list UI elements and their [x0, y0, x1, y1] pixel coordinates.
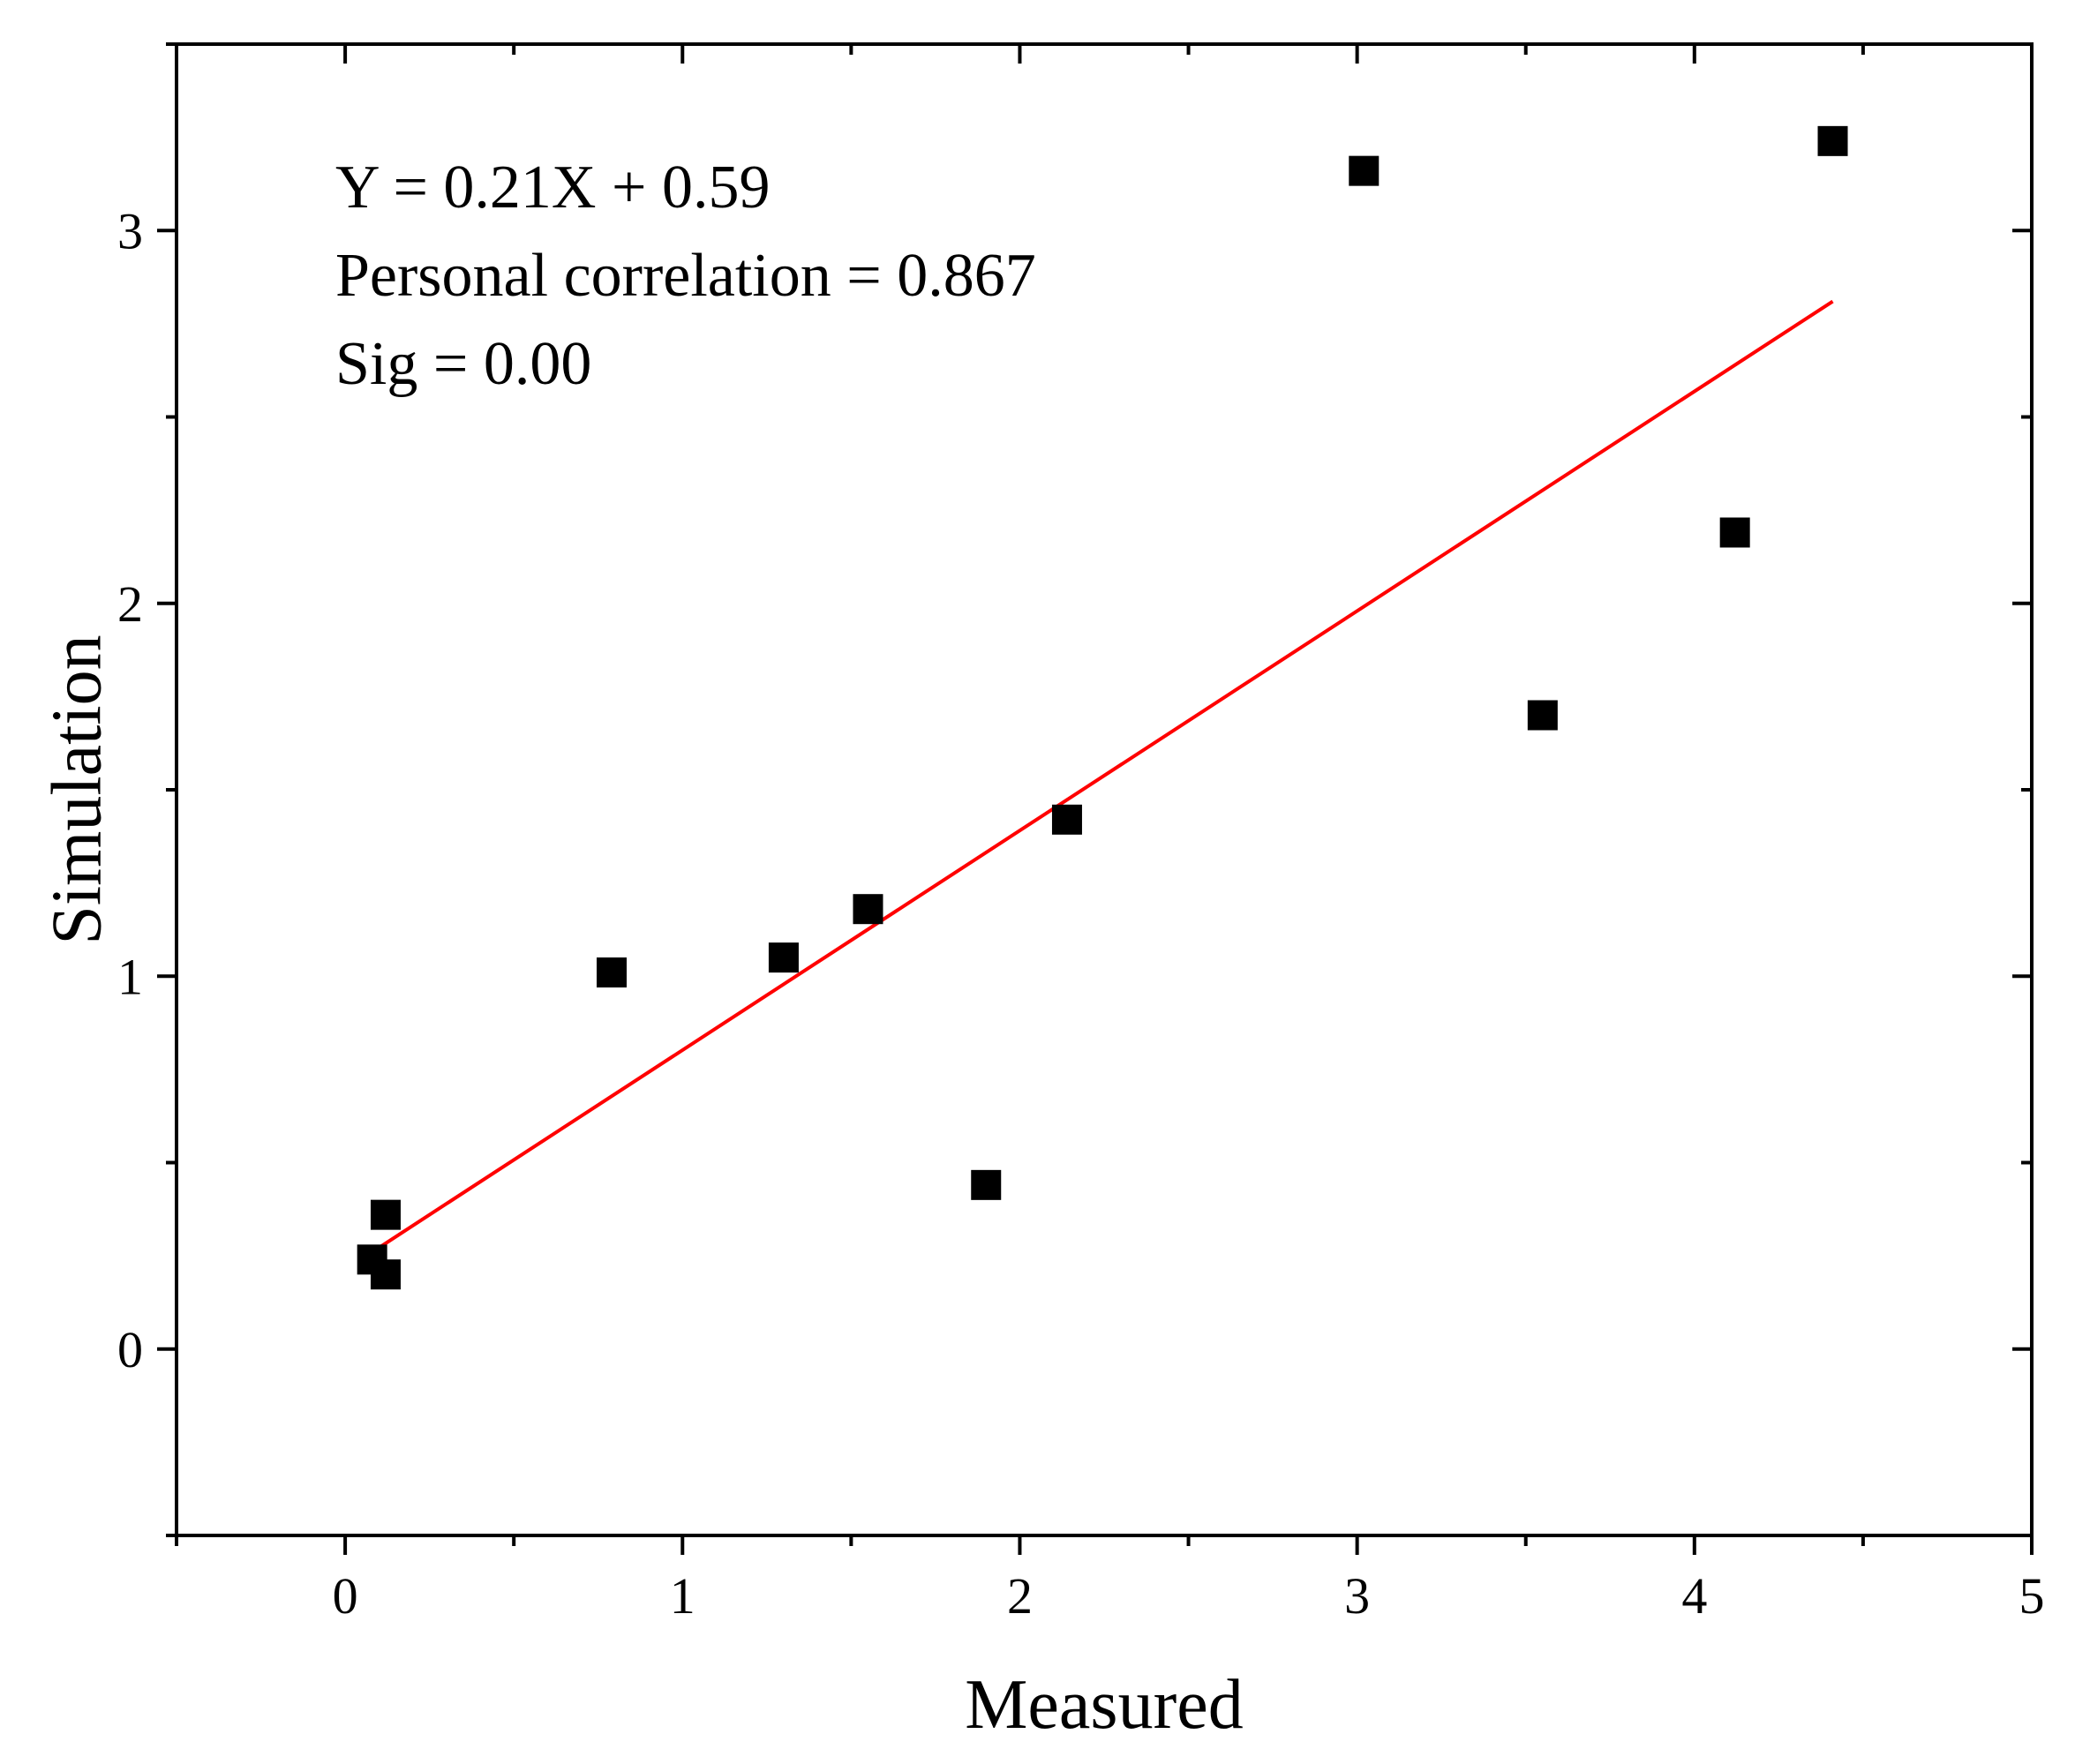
x-axis-title: Measured — [965, 1666, 1243, 1744]
x-tick-label: 1 — [670, 1567, 695, 1625]
regression-equation: Y = 0.21X + 0.59 — [335, 154, 770, 221]
y-tick-label: 2 — [117, 575, 143, 633]
regression-line — [371, 299, 1834, 1254]
data-point — [1349, 155, 1380, 186]
significance-annotation: Sig = 0.00 — [335, 330, 591, 398]
data-point — [853, 894, 883, 925]
y-tick-label: 0 — [117, 1321, 143, 1378]
axis-ticks — [157, 42, 2034, 1555]
y-tick-label: 1 — [117, 948, 143, 1005]
x-tick-label: 2 — [1007, 1567, 1033, 1625]
data-point — [370, 1259, 401, 1290]
data-point — [1817, 125, 1848, 156]
data-point — [1719, 517, 1750, 548]
axis-tick-labels: 0 1 2 3 4 5 0 1 2 3 — [117, 202, 2045, 1625]
data-point — [971, 1169, 1002, 1200]
data-point — [1527, 700, 1558, 731]
data-point — [768, 942, 799, 973]
x-tick-label: 0 — [333, 1567, 358, 1625]
x-tick-label: 4 — [1681, 1567, 1707, 1625]
data-point — [1051, 804, 1082, 835]
y-tick-label: 3 — [117, 202, 143, 259]
x-tick-label: 5 — [2019, 1567, 2045, 1625]
x-tick-label: 3 — [1344, 1567, 1370, 1625]
data-points — [357, 125, 1848, 1290]
data-point — [597, 957, 628, 988]
correlation-annotation: Personal correlation = 0.867 — [335, 242, 1036, 310]
y-axis-title: Simulation — [38, 634, 116, 944]
data-point — [370, 1199, 401, 1230]
